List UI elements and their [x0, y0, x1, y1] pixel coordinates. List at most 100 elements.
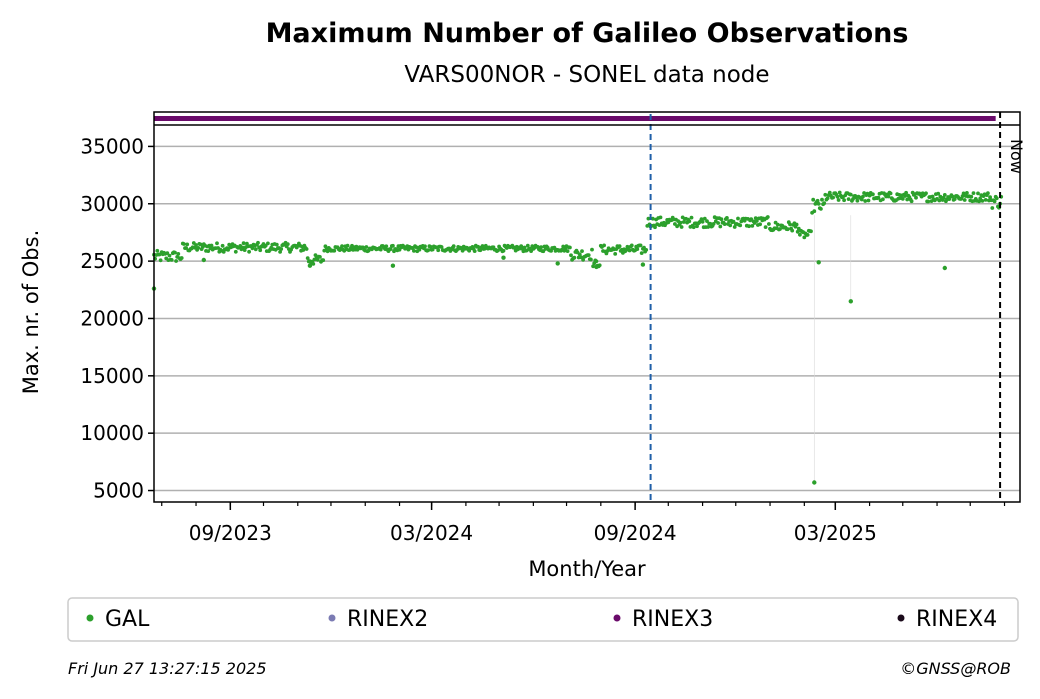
gal-point	[881, 197, 885, 202]
gal-outlier-point	[501, 255, 506, 260]
gal-point	[220, 243, 225, 248]
gal-point	[451, 244, 456, 249]
gal-point	[311, 262, 316, 266]
gal-point	[315, 257, 320, 262]
gal-point	[831, 195, 835, 200]
gal-point	[866, 198, 871, 203]
gal-point	[705, 219, 709, 224]
gal-point	[627, 248, 632, 253]
gal-point	[706, 225, 710, 229]
gal-point	[765, 215, 770, 219]
x-tick-label: 03/2024	[390, 521, 473, 545]
gal-point	[805, 233, 810, 237]
gal-point	[594, 259, 599, 264]
gal-point	[924, 191, 928, 196]
gal-point	[625, 244, 630, 249]
gal-point	[961, 191, 966, 196]
gal-point	[384, 244, 389, 249]
gal-point	[722, 222, 727, 227]
y-tick-label: 35000	[80, 134, 144, 158]
gal-point	[988, 195, 992, 200]
gal-point	[767, 222, 771, 226]
gal-point	[345, 243, 350, 248]
gal-point	[253, 247, 258, 252]
gal-outlier-point	[594, 264, 599, 270]
gal-point	[428, 244, 433, 249]
gal-point	[790, 228, 795, 233]
gal-point	[617, 244, 622, 249]
gal-point	[591, 264, 595, 269]
gal-outlier-point	[816, 260, 821, 265]
gal-point	[795, 229, 800, 234]
gal-point	[332, 248, 337, 253]
gal-point	[174, 259, 179, 263]
gal-point	[942, 193, 947, 197]
gal-point	[602, 243, 606, 248]
gal-point	[318, 255, 322, 259]
gal-point	[226, 248, 231, 252]
gal-point	[855, 198, 860, 203]
gal-point	[837, 190, 842, 195]
gal-point	[305, 256, 310, 260]
gal-point	[775, 222, 780, 227]
gal-point	[391, 243, 395, 248]
gal-points	[151, 190, 1004, 485]
gal-point	[941, 195, 946, 200]
gal-point	[242, 248, 247, 253]
gal-point	[340, 244, 344, 249]
gal-point	[983, 198, 988, 202]
gal-point	[549, 249, 553, 253]
gal-point	[681, 220, 686, 224]
legend-frame	[67, 597, 1019, 642]
gal-point	[936, 191, 941, 196]
gal-point	[994, 196, 999, 201]
gal-point	[182, 242, 186, 246]
gal-point	[992, 199, 997, 204]
gal-point	[194, 243, 198, 247]
gal-point	[798, 232, 802, 237]
gal-point	[976, 191, 980, 196]
gal-point	[397, 247, 402, 252]
chart-subtitle: VARS00NOR - SONEL data node	[404, 62, 769, 88]
gal-point	[747, 224, 751, 229]
gal-point	[250, 246, 255, 251]
gal-outlier-point	[848, 299, 853, 304]
gal-point	[629, 243, 634, 248]
plot-frame	[153, 111, 1021, 503]
gal-point	[930, 194, 935, 199]
gal-point	[522, 245, 527, 250]
gal-outlier-point	[640, 262, 646, 267]
gal-point	[986, 191, 990, 196]
gal-point	[233, 249, 238, 254]
gal-point	[256, 240, 260, 245]
gal-point	[758, 222, 762, 227]
x-tick-label: 09/2024	[594, 521, 677, 545]
gal-point	[691, 225, 696, 230]
gal-point	[278, 250, 282, 254]
gal-point	[198, 242, 203, 247]
gal-point	[167, 253, 172, 258]
gal-point	[819, 207, 823, 211]
gal-point	[903, 194, 907, 198]
gal-point	[969, 194, 974, 199]
legend-marker-rinex3	[613, 614, 621, 622]
gal-point	[749, 217, 754, 222]
gal-point	[926, 199, 931, 204]
gal-point	[711, 222, 716, 226]
gal-point	[185, 242, 190, 247]
gal-point	[613, 252, 618, 256]
gal-point	[480, 244, 485, 248]
gal-outlier-point	[201, 257, 206, 263]
gal-point	[639, 251, 644, 256]
gal-point	[184, 246, 189, 250]
gal-point	[158, 258, 163, 263]
gal-point	[846, 197, 851, 202]
gal-point	[990, 206, 995, 210]
gal-point	[809, 229, 813, 234]
gal-point	[476, 244, 480, 249]
gal-point	[886, 194, 891, 199]
gal-point	[827, 190, 832, 195]
gal-point	[501, 248, 506, 253]
gal-point	[240, 245, 245, 250]
gal-point	[937, 198, 942, 203]
